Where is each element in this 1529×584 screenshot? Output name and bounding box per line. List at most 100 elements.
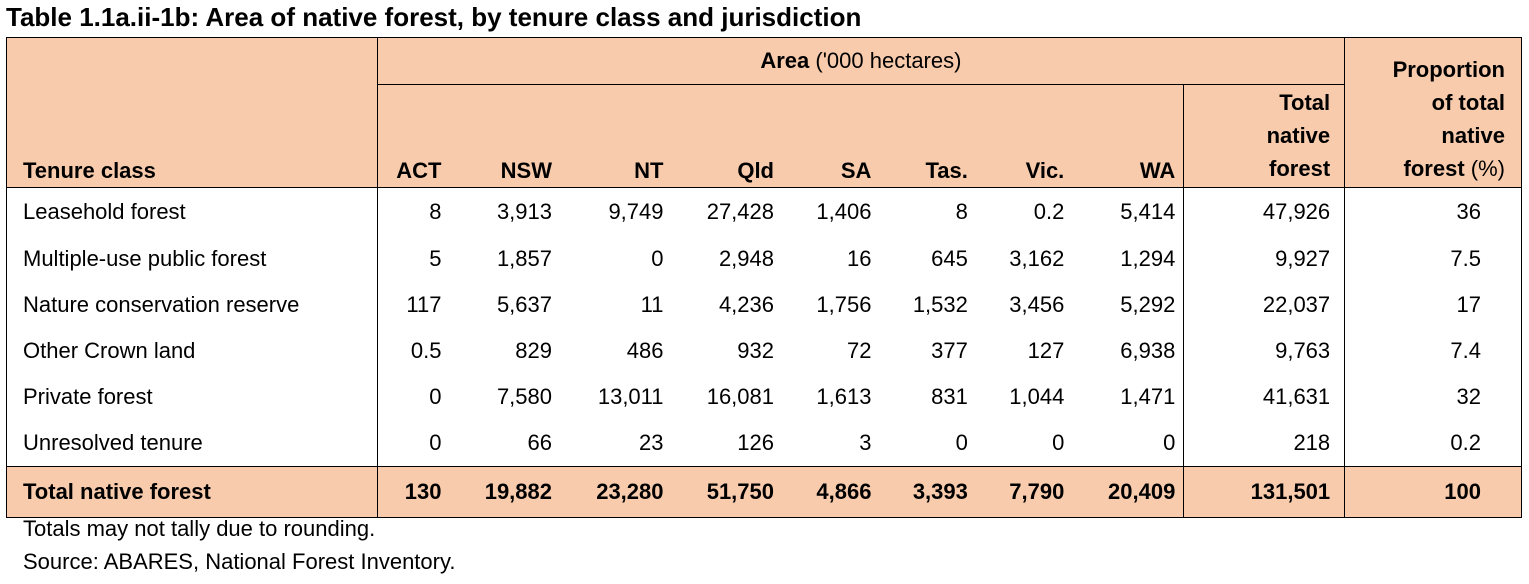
cell-value: 3 [859,430,872,455]
note-rounding: Totals may not tally due to rounding. [23,516,376,541]
cell-value: 1,857 [496,246,552,271]
cell-value: 0 [376,420,450,467]
row-label: Unresolved tenure [23,430,203,455]
cell-total: 41,631 [1183,374,1345,420]
table-row: Leasehold forest 8 3,913 9,749 27,428 1,406 8 0… [7,187,1522,236]
cell-value: 7,790 [975,466,1073,518]
cell-proportion: 36 [1344,187,1522,236]
cell-value: 7,580 [496,384,552,409]
cell-total: 218 [1183,420,1345,467]
cell-value: 1,044 [1009,384,1065,409]
row-label: Total native forest [6,466,378,518]
cell-value: 0 [1163,430,1176,455]
cell-value: 5,292 [1120,292,1176,317]
data-table: Tenure class Area ('000 hectares) Propor… [6,37,1522,518]
proportion-header: Proportion of total native forest (%) [1344,37,1522,188]
cell-value: 20,409 [1072,466,1184,518]
note-source: Source: ABARES, National Forest Inventor… [23,549,456,574]
cell-value: 377 [931,338,968,363]
cell-value: 9,749 [608,199,664,224]
cell-proportion: 7.4 [1344,328,1522,374]
cell-value: 1,471 [1120,384,1176,409]
cell-value: 831 [931,384,968,409]
cell-value: 3,913 [496,199,552,224]
cell-proportion: 100 [1344,466,1522,518]
cell-value: 5,414 [1120,199,1176,224]
table-row: Nature conservation reserve 117 5,637 11 4,2… [7,282,1522,328]
row-label: Private forest [23,384,153,409]
cell-value: 23,280 [560,466,672,518]
cell-value: 1,756 [816,292,872,317]
col-header-nsw: NSW [449,84,560,188]
cell-value: 126 [737,430,774,455]
total-row: Total native forest 130 19,882 23,280 51,750… [6,466,1522,518]
cell-value: 23 [639,430,664,455]
cell-value: 66 [527,430,552,455]
row-label: Other Crown land [23,338,196,363]
cell-total: 22,037 [1183,282,1345,328]
cell-value: 117 [376,282,450,328]
table-body: Leasehold forest 8 3,913 9,749 27,428 1,406 8 0… [6,187,1522,518]
cell-value: 0 [376,374,450,420]
cell-value: 5,637 [496,292,552,317]
cell-value: 3,162 [1009,246,1065,271]
cell-value: 0.5 [376,328,450,374]
area-label: Area [760,48,810,73]
cell-value: 0 [1052,430,1065,455]
cell-value: 1,406 [816,199,872,224]
cell-value: 8 [376,187,450,236]
cell-value: 829 [515,338,552,363]
cell-total: 9,927 [1183,236,1345,282]
col-header-qld: Qld [671,84,782,188]
row-label: Nature conservation reserve [23,292,300,317]
table-row: Private forest 0 7,580 13,011 16,081 1,613 831… [7,374,1522,420]
cell-value: 0 [651,246,664,271]
cell-value: 127 [1027,338,1065,363]
tenure-class-header: Tenure class [6,37,378,188]
cell-value: 1,613 [816,384,872,409]
cell-value: 27,428 [706,199,774,224]
cell-total: 131,501 [1183,466,1345,518]
cell-value: 72 [846,338,872,363]
cell-proportion: 0.2 [1344,420,1522,467]
cell-value: 16,081 [706,384,774,409]
col-header-nt: NT [560,84,672,188]
area-group-header: Area ('000 hectares) [376,37,1345,85]
cell-value: 13,011 [597,384,664,409]
cell-value: 1,294 [1120,246,1176,271]
table-row: Unresolved tenure 0 66 23 126 3 0 0 0 218 0.2 [7,420,1522,467]
cell-proportion: 17 [1344,282,1522,328]
cell-value: 0 [955,430,968,455]
area-unit: ('000 hectares) [809,48,962,73]
table-notes: Totals may not tally due to rounding. So… [23,512,455,578]
table-row: Other Crown land 0.5 829 486 932 72 377 127 6,93… [7,328,1522,374]
row-label: Leasehold forest [23,199,186,224]
cell-proportion: 32 [1344,374,1522,420]
cell-total: 47,926 [1183,187,1345,236]
cell-value: 0.2 [1033,199,1065,224]
cell-value: 2,948 [718,246,774,271]
cell-proportion: 7.5 [1344,236,1522,282]
col-header-sa: SA [782,84,880,188]
cell-total: 9,763 [1183,328,1345,374]
cell-value: 4,236 [718,292,774,317]
cell-value: 486 [626,338,664,363]
cell-value: 130 [376,466,450,518]
row-label: Multiple-use public forest [23,246,267,271]
cell-value: 645 [931,246,968,271]
table-title: Table 1.1a.ii-1b: Area of native forest,… [6,2,862,32]
cell-value: 932 [737,338,774,363]
cell-value: 3,393 [879,466,976,518]
cell-value: 1,532 [912,292,968,317]
cell-value: 16 [846,246,872,271]
cell-value: 5 [376,236,450,282]
cell-value: 6,938 [1120,338,1176,363]
table-row: Multiple-use public forest 5 1,857 0 2,948 16… [7,236,1522,282]
col-header-total: Total native forest [1183,84,1345,188]
col-header-wa: WA [1072,84,1184,188]
cell-value: 19,882 [449,466,560,518]
cell-value: 3,456 [1009,292,1065,317]
cell-value: 4,866 [782,466,880,518]
col-header-act: ACT [376,84,450,188]
cell-value: 11 [640,292,664,317]
